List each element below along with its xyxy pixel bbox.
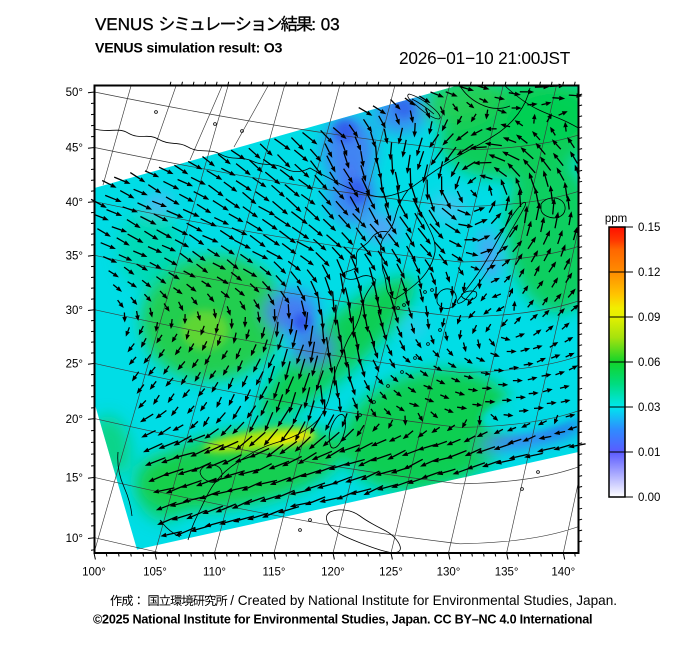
svg-text:20°: 20° bbox=[66, 414, 83, 426]
svg-text:0.00: 0.00 bbox=[638, 492, 660, 504]
svg-text:120°: 120° bbox=[321, 567, 345, 579]
svg-text:105°: 105° bbox=[143, 567, 167, 579]
svg-text:10°: 10° bbox=[66, 533, 83, 545]
svg-text:0.06: 0.06 bbox=[638, 357, 660, 369]
svg-text:50°: 50° bbox=[66, 87, 83, 99]
svg-text:110°: 110° bbox=[203, 567, 226, 579]
svg-text:0.15: 0.15 bbox=[638, 222, 660, 234]
svg-text:125°: 125° bbox=[379, 567, 403, 579]
svg-text:0.12: 0.12 bbox=[638, 267, 660, 279]
svg-text:130°: 130° bbox=[437, 567, 461, 579]
svg-text:0.01: 0.01 bbox=[638, 447, 660, 459]
svg-text:/ Created by National Institut: / Created by National Institute for Envi… bbox=[230, 593, 617, 608]
svg-text:0.03: 0.03 bbox=[638, 402, 660, 414]
svg-text:0.09: 0.09 bbox=[638, 312, 660, 324]
svg-text:135°: 135° bbox=[495, 567, 519, 579]
svg-text:15°: 15° bbox=[66, 473, 83, 485]
svg-text:30°: 30° bbox=[66, 305, 83, 317]
svg-text:©2025 National Institute for E: ©2025 National Institute for Environment… bbox=[93, 612, 592, 626]
svg-text:VENUS simulation result: O3: VENUS simulation result: O3 bbox=[95, 41, 283, 57]
svg-text:2026−01−10 21:00JST: 2026−01−10 21:00JST bbox=[399, 48, 571, 68]
svg-text:35°: 35° bbox=[66, 251, 83, 263]
svg-text:45°: 45° bbox=[66, 143, 83, 155]
svg-text:100°: 100° bbox=[82, 567, 106, 579]
svg-text:40°: 40° bbox=[66, 197, 83, 209]
svg-text:140°: 140° bbox=[551, 567, 575, 579]
svg-text:115°: 115° bbox=[263, 567, 286, 579]
svg-text:25°: 25° bbox=[66, 359, 83, 371]
svg-text:ppm: ppm bbox=[605, 213, 627, 225]
